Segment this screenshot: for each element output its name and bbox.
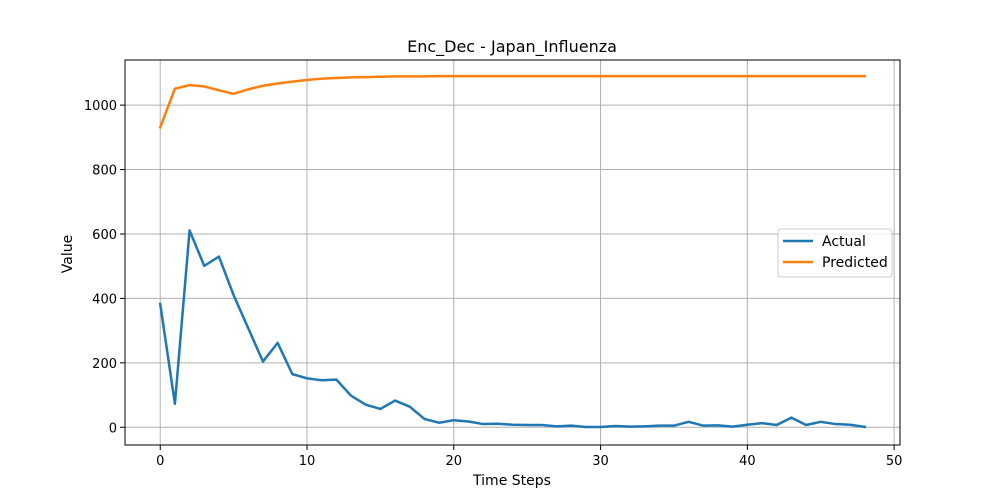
legend-label-actual: Actual [822,234,866,250]
x-axis-ticks: 0 10 20 30 40 50 [156,445,902,469]
y-tick-label: 600 [92,228,117,243]
y-tick-label: 1000 [84,99,117,114]
x-tick-label: 40 [739,454,756,469]
axes-frame [124,59,901,446]
x-tick-label: 30 [592,454,609,469]
x-tick-label: 20 [446,454,463,469]
x-axis-label: Time Steps [472,473,551,489]
axes-background [125,60,900,445]
y-tick-label: 0 [109,421,117,436]
series-line-predicted [158,74,867,129]
series-layer [158,74,867,429]
x-tick-label: 10 [299,454,316,469]
series-line-actual [158,229,867,429]
y-tick-label: 400 [92,292,117,307]
legend: Actual Predicted [777,228,893,278]
x-tick-label: 50 [886,454,903,469]
y-axis-ticks: 0 200 400 600 800 1000 [84,99,125,436]
x-tick-label: 0 [156,454,164,469]
plot-area [124,59,901,446]
legend-label-predicted: Predicted [822,255,888,271]
chart-title: Enc_Dec - Japan_Influenza [407,37,617,57]
y-tick-label: 200 [92,357,117,372]
grid [125,60,900,445]
y-tick-label: 800 [92,164,117,179]
y-axis-label: Value [60,235,76,273]
